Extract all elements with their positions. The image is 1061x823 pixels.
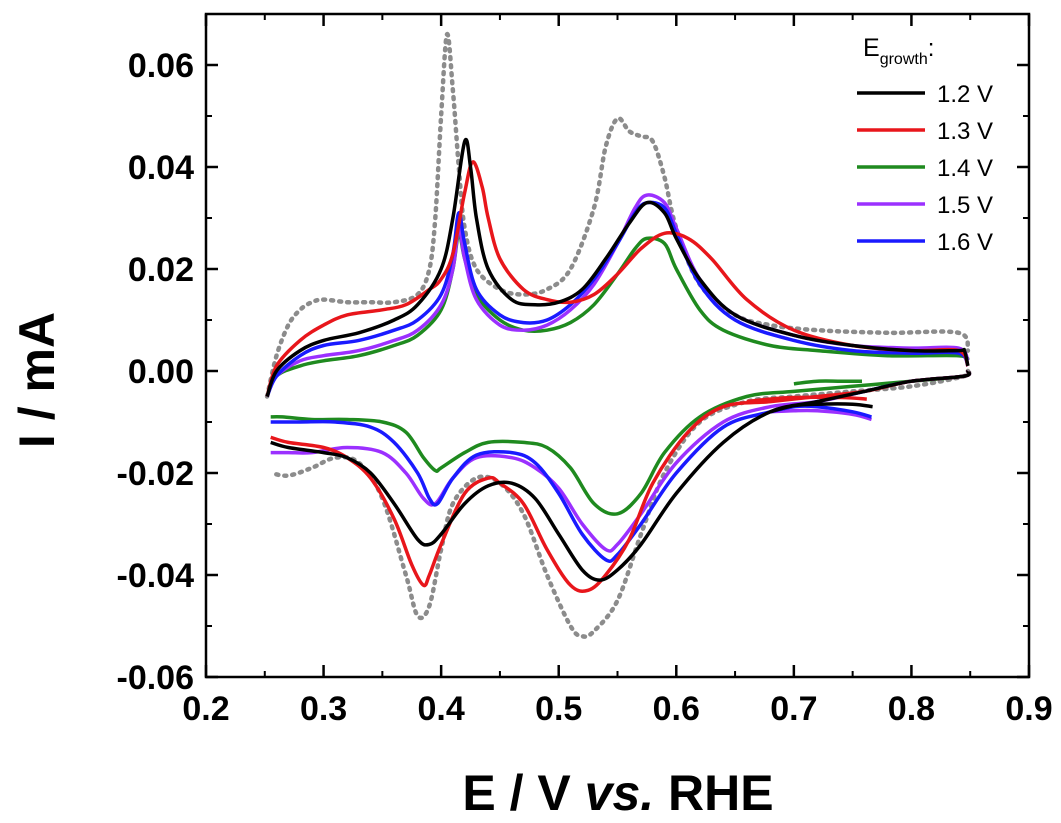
legend-label: 1.5 V: [937, 192, 993, 219]
x-tick-label: 0.4: [418, 690, 465, 728]
x-axis-title-prefix: E / V: [462, 765, 584, 821]
series-0: [265, 137, 972, 582]
axis-ticks: 0.2 0.3 0.4 0.5 0.6 0.7 0.8 0.9 -0.06 -0.04 -0.02 0…: [117, 14, 1053, 728]
x-tick-label: 0.7: [770, 690, 817, 728]
x-tick-label: 0.9: [1005, 690, 1052, 728]
x-axis-title-suffix: RHE: [654, 765, 773, 821]
series-4-anodic-line: [265, 200, 970, 398]
legend-label: 1.3 V: [937, 118, 993, 145]
x-tick-label: 0.2: [182, 690, 229, 728]
series-2-tail-line: [793, 379, 863, 386]
series-2: [265, 231, 972, 516]
series-0-cathodic-line: [270, 369, 972, 582]
y-tick-label: 0.02: [128, 251, 194, 289]
legend-label: 1.4 V: [937, 155, 993, 182]
series-1-tail-line: [746, 395, 867, 404]
series-5-cathodic-line: [268, 368, 972, 639]
x-tick-label: 0.5: [535, 690, 582, 728]
series-3-anodic-line: [265, 193, 970, 398]
series-5-anodic-line: [264, 32, 971, 399]
legend-title: Egrowth:: [863, 34, 934, 68]
legend-title-sub: growth: [880, 51, 928, 68]
series-3-tail-line: [770, 408, 873, 422]
series-2-anodic-line: [265, 231, 970, 398]
legend-title-suffix: :: [928, 35, 935, 62]
y-tick-label: -0.06: [117, 659, 195, 697]
series-1: [265, 160, 972, 593]
y-tick-label: 0.04: [128, 149, 194, 187]
series-0-tail-line: [769, 402, 873, 414]
x-tick-label: 0.6: [653, 690, 700, 728]
y-tick-label: -0.02: [117, 455, 195, 493]
y-tick-label: -0.04: [117, 557, 195, 595]
legend-label: 1.2 V: [937, 81, 993, 108]
legend-title-main: E: [863, 34, 880, 62]
series-2-cathodic-line: [270, 369, 972, 516]
x-axis-title: E / V vs. RHE: [462, 765, 773, 821]
y-tick-label: 0.00: [128, 353, 194, 391]
series-4: [265, 200, 972, 563]
legend-label: 1.6 V: [937, 229, 993, 256]
x-tick-label: 0.8: [888, 690, 935, 728]
y-axis-title: I / mA: [9, 312, 65, 448]
x-axis-title-italic: vs.: [585, 765, 655, 821]
legend: Egrowth: 1.2 V 1.3 V 1.4 V 1.5 V 1.6 V: [857, 34, 993, 256]
curves: [264, 32, 972, 639]
y-tick-label: 0.06: [128, 47, 194, 85]
series-0-anodic-line: [265, 137, 970, 398]
x-tick-label: 0.3: [300, 690, 347, 728]
series-3: [265, 193, 972, 553]
series-1-anodic-line: [265, 160, 970, 398]
